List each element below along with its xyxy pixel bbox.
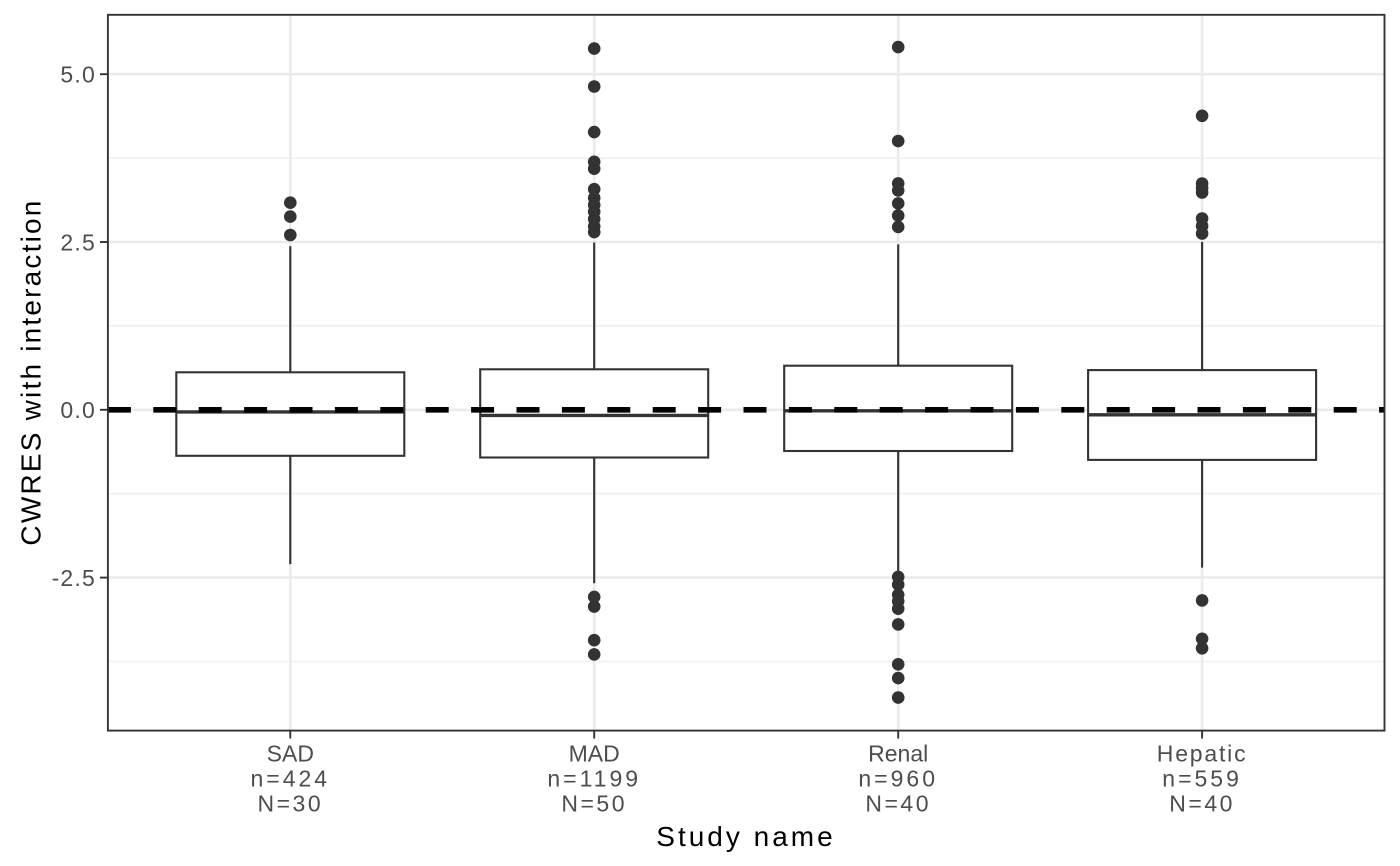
svg-text:Study name: Study name — [656, 821, 835, 852]
svg-text:2.5: 2.5 — [60, 229, 96, 255]
svg-text:SAD: SAD — [267, 741, 314, 767]
svg-text:N=40: N=40 — [1169, 791, 1235, 817]
svg-text:0.0: 0.0 — [60, 397, 96, 423]
svg-text:CWRES with interaction: CWRES with interaction — [16, 198, 47, 545]
svg-text:N=50: N=50 — [561, 791, 627, 817]
svg-text:n=1199: n=1199 — [547, 766, 641, 792]
svg-text:n=424: n=424 — [250, 766, 330, 792]
svg-text:MAD: MAD — [569, 741, 620, 767]
svg-text:-2.5: -2.5 — [52, 565, 96, 591]
svg-text:n=559: n=559 — [1162, 766, 1242, 792]
svg-text:Renal: Renal — [868, 741, 928, 767]
svg-text:N=40: N=40 — [865, 791, 931, 817]
svg-text:N=30: N=30 — [257, 791, 323, 817]
svg-text:n=960: n=960 — [858, 766, 938, 792]
svg-text:5.0: 5.0 — [60, 62, 96, 88]
svg-text:Hepatic: Hepatic — [1157, 741, 1248, 767]
